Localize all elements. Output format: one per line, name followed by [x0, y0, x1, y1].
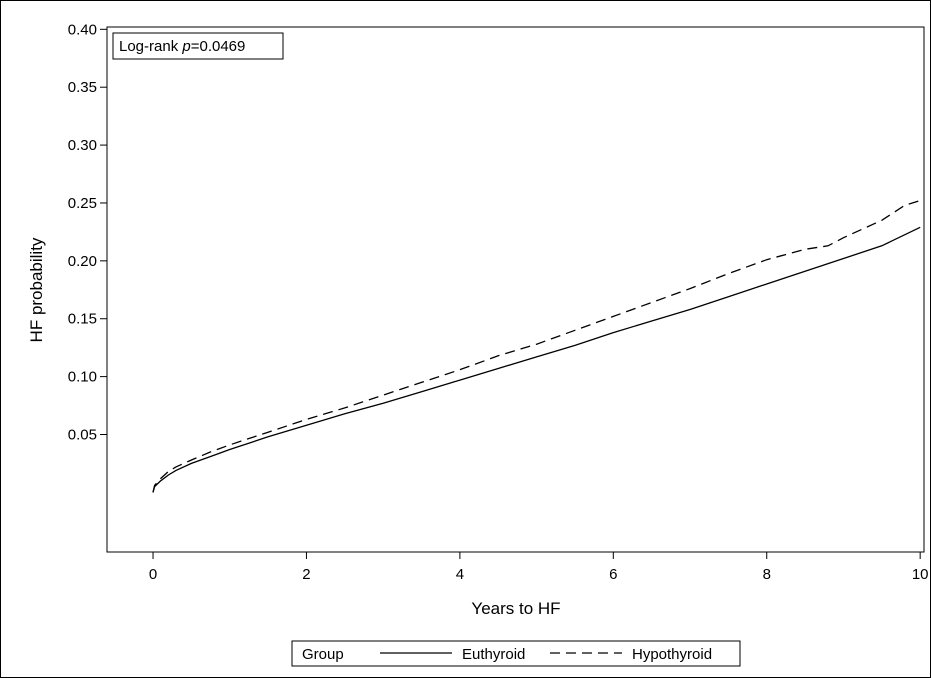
- y-axis-ticks: 0.05 0.10 0.15 0.20 0.25 0.30 0.35 0.40: [68, 21, 107, 443]
- y-tick-label: 0.40: [68, 21, 97, 38]
- x-tick-label: 2: [302, 566, 310, 583]
- legend-hypothyroid-label: Hypothyroid: [632, 646, 712, 663]
- x-tick-label: 4: [456, 566, 464, 583]
- x-axis-ticks: 0 2 4 6 8 10: [149, 552, 929, 583]
- annotation-box: [112, 32, 284, 60]
- annotation-prefix: Log-rank: [119, 38, 182, 55]
- y-tick-label: 0.10: [68, 369, 97, 386]
- y-tick-label: 0.35: [68, 79, 97, 96]
- series-layer: [152, 199, 921, 493]
- y-axis-title: HF probability: [27, 237, 46, 342]
- x-tick-label: 6: [609, 566, 617, 583]
- y-tick-label: 0.20: [68, 253, 97, 270]
- y-tick-label: 0.15: [68, 311, 97, 328]
- legend-title: Group: [302, 646, 344, 663]
- legend-box: [291, 640, 741, 667]
- logrank-annotation: Log-rank p=0.0469: [112, 32, 284, 60]
- series-line-hypothyroid: [152, 199, 921, 493]
- plot-area: [106, 26, 925, 553]
- series-line-euthyroid: [152, 226, 921, 493]
- annotation-suffix: =0.0469: [191, 38, 246, 55]
- y-tick-label: 0.30: [68, 137, 97, 154]
- x-tick-label: 8: [763, 566, 771, 583]
- x-axis-title: Years to HF: [471, 599, 560, 618]
- legend-euthyroid-label: Euthyroid: [462, 646, 525, 663]
- x-tick-label: 0: [149, 566, 157, 583]
- y-tick-label: 0.05: [68, 426, 97, 443]
- y-tick-label: 0.25: [68, 195, 97, 212]
- annotation-italic: p: [181, 38, 190, 55]
- annotation-text: Log-rank p=0.0469: [119, 38, 245, 55]
- legend: Group Euthyroid Hypothyroid: [291, 640, 741, 667]
- x-tick-label: 10: [912, 566, 929, 583]
